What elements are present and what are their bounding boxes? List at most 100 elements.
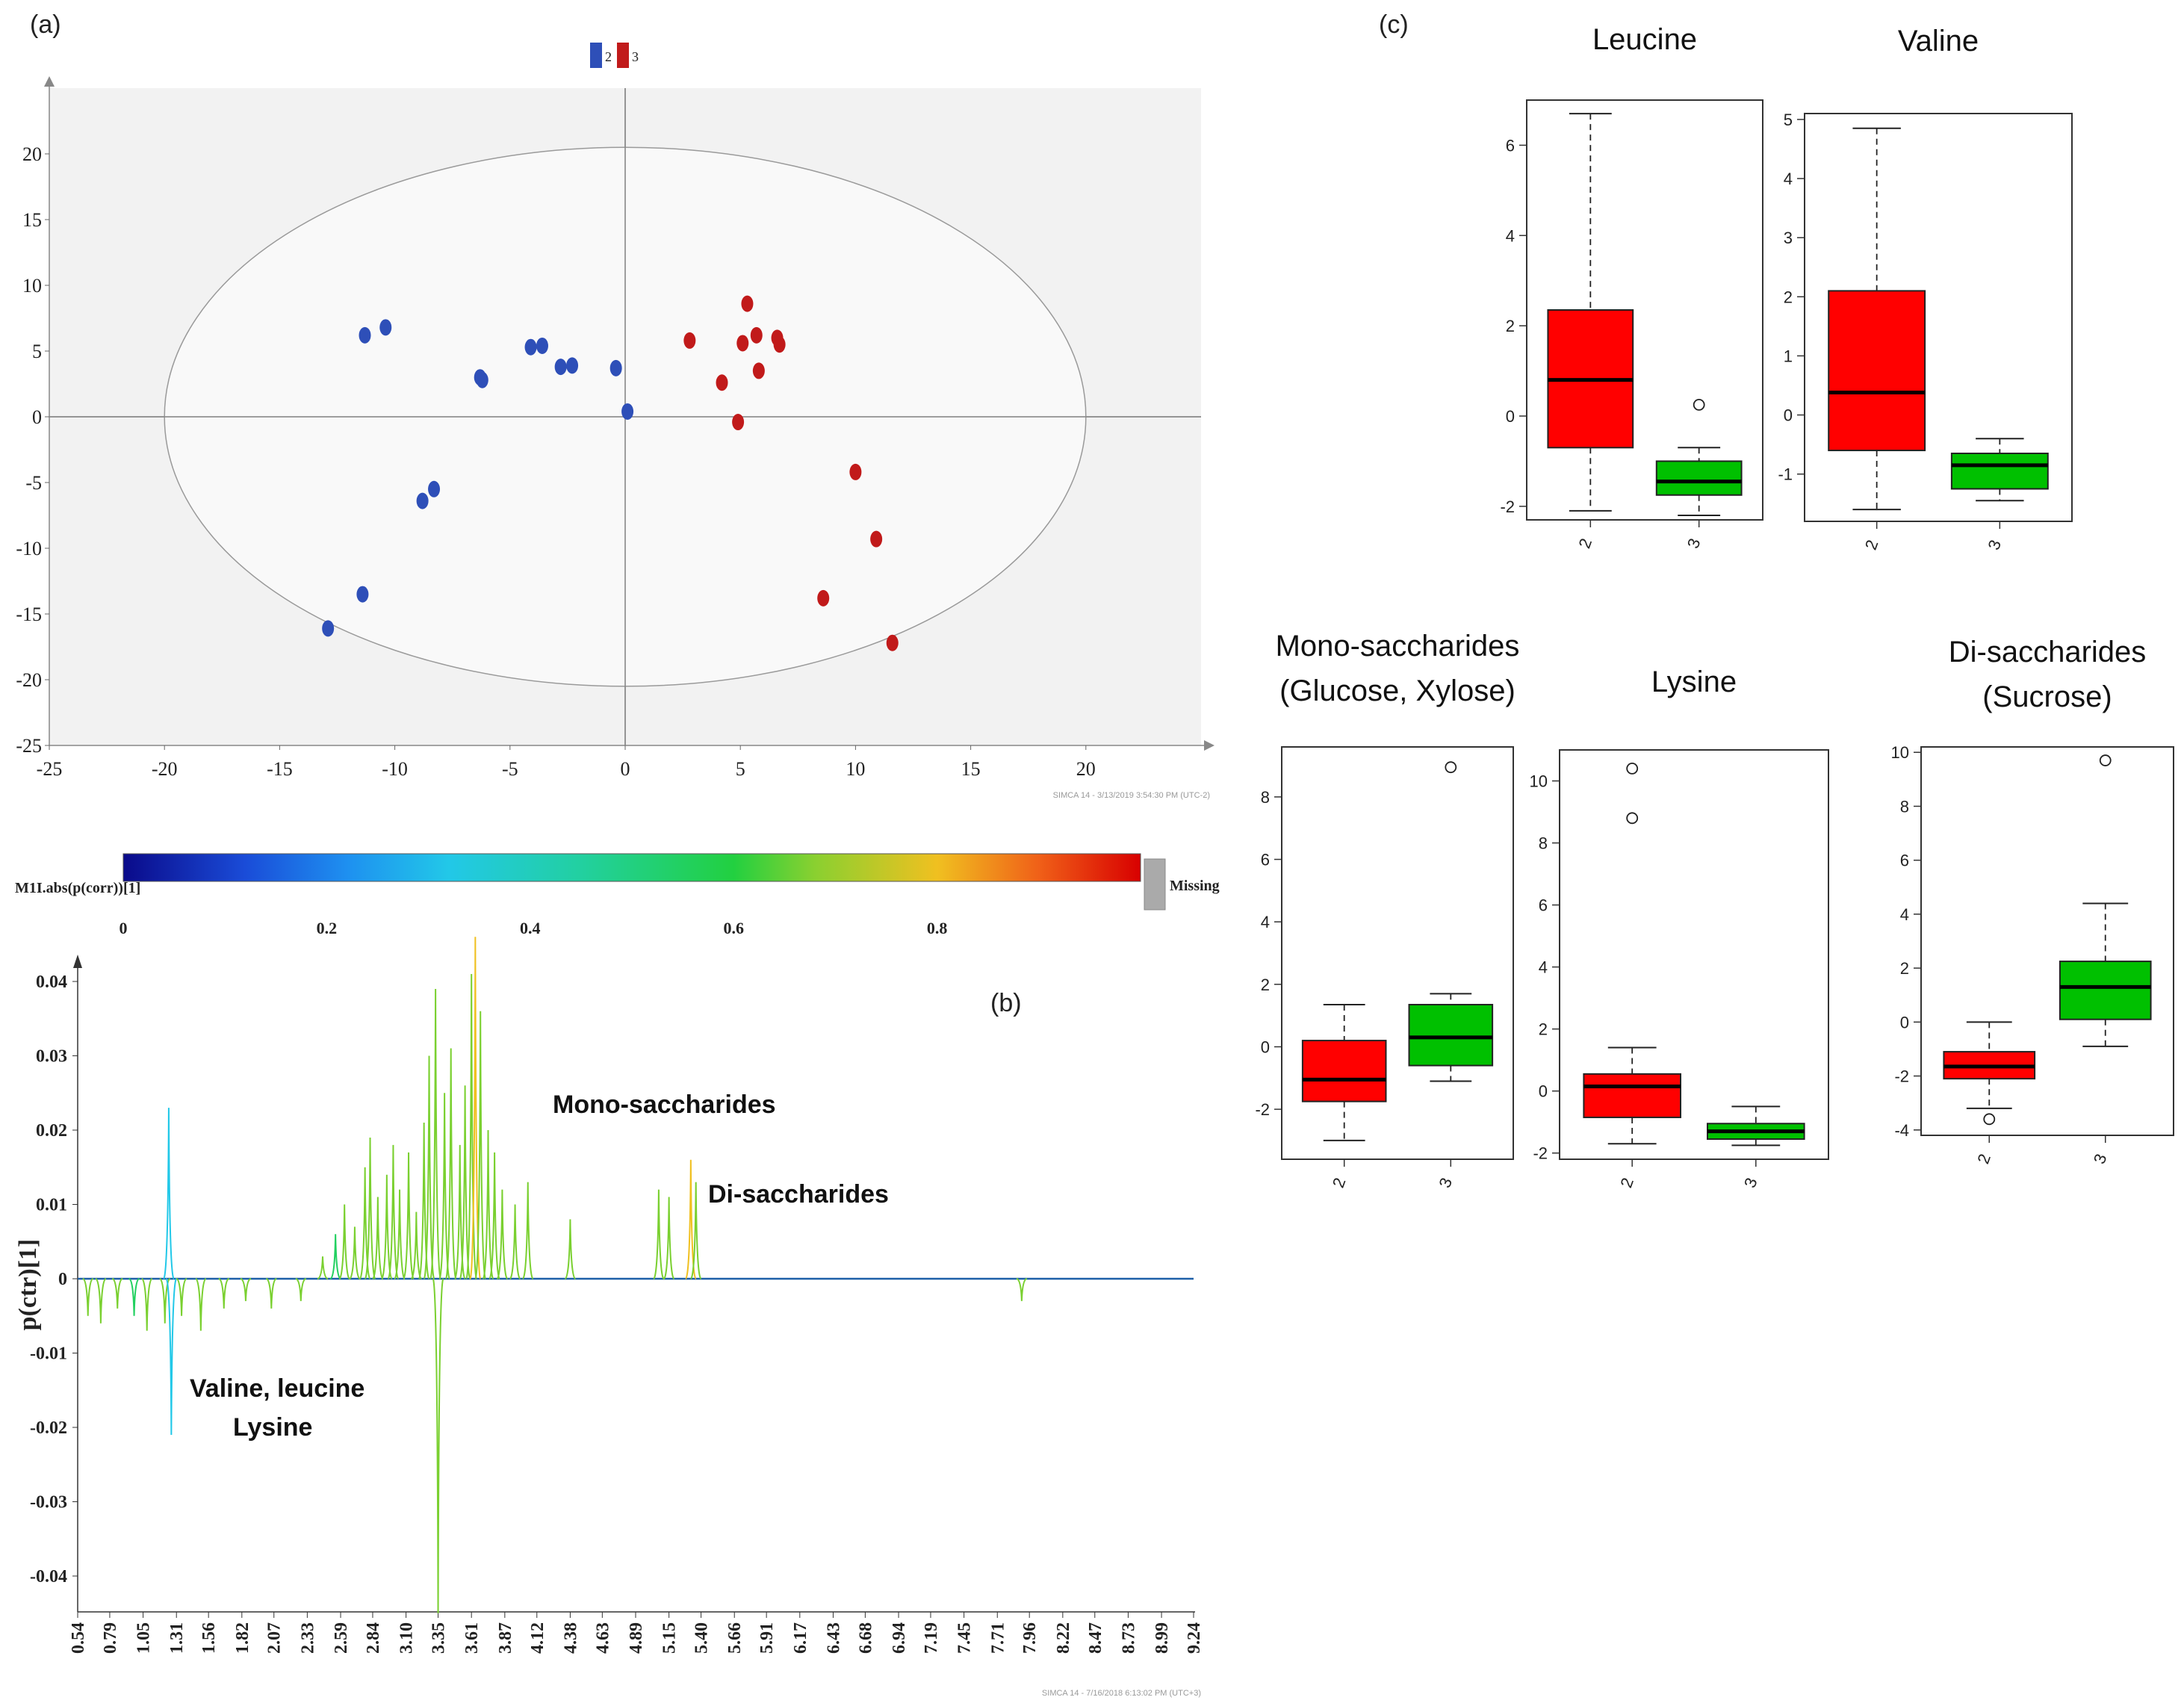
scores-y-arrow xyxy=(44,76,55,87)
loadings-peak xyxy=(176,1278,187,1316)
loadings-y-tick: 0 xyxy=(58,1270,67,1289)
scores-y-tick: -20 xyxy=(16,669,42,691)
loadings-peak xyxy=(496,1189,509,1280)
boxplot-y-tick: -2 xyxy=(1500,497,1515,516)
score-point-group-2 xyxy=(356,586,369,603)
colorbar-tick: 0 xyxy=(120,919,128,937)
loadings-x-tick: 2.84 xyxy=(364,1622,383,1654)
boxplot-frame xyxy=(1804,113,2073,522)
boxplot-y-tick: 0 xyxy=(1539,1082,1548,1101)
loadings-peak xyxy=(349,1226,361,1280)
colorbar-tick: 0.2 xyxy=(317,919,338,937)
boxplot-x-tick: 2 xyxy=(1329,1175,1350,1190)
scores-x-tick: 20 xyxy=(1076,758,1096,780)
loadings-x-tick: 3.87 xyxy=(496,1622,515,1654)
boxplot-title: (Glucose, Xylose) xyxy=(1279,674,1516,707)
loadings-peak xyxy=(564,1219,576,1280)
scores-x-tick: 5 xyxy=(736,758,745,780)
scores-y-tick: 20 xyxy=(22,143,42,165)
scores-x-tick: -25 xyxy=(37,758,63,780)
loadings-peak xyxy=(438,1093,451,1280)
loadings-peak xyxy=(394,1189,406,1280)
colorbar-missing-swatch xyxy=(1144,858,1166,911)
score-point-group-3 xyxy=(683,332,696,349)
loadings-peak xyxy=(82,1278,94,1316)
loadings-x-tick: 3.10 xyxy=(397,1622,417,1654)
score-point-group-2 xyxy=(524,338,537,356)
boxplot-1: Leucine -2 0 2 4 6 2 3 xyxy=(1500,23,1763,550)
boxplot-y-tick: 0 xyxy=(1900,1013,1909,1032)
boxplot-x-tick: 3 xyxy=(2090,1151,2111,1166)
loadings-peak xyxy=(689,1182,702,1280)
boxplot-y-tick: -1 xyxy=(1778,465,1793,484)
scores-x-arrow xyxy=(1204,740,1214,751)
colorbar-ticks: 0 0.2 0.4 0.6 0.8 xyxy=(120,919,948,937)
boxplot-title: Mono-saccharides xyxy=(1276,630,1520,663)
loadings-peak xyxy=(338,1204,351,1280)
loadings-x-tick: 8.73 xyxy=(1119,1622,1138,1654)
loadings-peak xyxy=(128,1278,140,1316)
boxplot-title: Valine xyxy=(1898,25,1979,58)
panel-b: (b) M1I.abs(p(corr))[1] Missing 0 0.2 0.4 0… xyxy=(14,853,1220,1698)
loadings-peak xyxy=(111,1278,123,1309)
loadings-x-tick: 5.15 xyxy=(660,1622,680,1654)
score-point-group-3 xyxy=(817,589,830,607)
score-point-group-2 xyxy=(359,326,371,344)
loadings-x-tick: 8.22 xyxy=(1054,1622,1073,1654)
boxplot-y-tick: 4 xyxy=(1261,913,1270,931)
loadings-x-tick: 6.17 xyxy=(791,1622,810,1654)
score-point-group-3 xyxy=(741,295,754,312)
loadings-peak xyxy=(364,1137,376,1280)
loadings-peak xyxy=(488,1152,501,1280)
score-point-group-3 xyxy=(716,374,728,391)
loadings-x-tick: 6.68 xyxy=(856,1622,875,1654)
outlier-point xyxy=(1626,812,1639,825)
loadings-x-tick: 4.89 xyxy=(627,1622,646,1654)
loadings-peak xyxy=(195,1278,207,1331)
scores-y-tick: 0 xyxy=(32,406,42,428)
loadings-peak xyxy=(329,1234,341,1280)
loadings-y-tick: 0.04 xyxy=(36,973,67,992)
loadings-x-tick: 7.45 xyxy=(955,1622,975,1654)
boxplot-y-tick: 6 xyxy=(1900,852,1909,870)
box-2 xyxy=(1828,290,1926,452)
colorbar xyxy=(122,853,1141,882)
loadings-x-tick: 2.59 xyxy=(332,1622,351,1654)
loadings-peak xyxy=(521,1182,534,1280)
loadings-x-tick: 9.24 xyxy=(1185,1622,1204,1654)
score-point-group-3 xyxy=(773,336,786,353)
loadings-peak xyxy=(652,1189,665,1280)
boxplot-y-tick: 0 xyxy=(1784,406,1793,425)
boxplot-y-tick: 4 xyxy=(1784,170,1793,188)
loadings-peak xyxy=(509,1204,521,1280)
loadings-peak xyxy=(141,1278,153,1331)
outlier-point xyxy=(1626,763,1639,775)
loadings-x-tick: 7.96 xyxy=(1020,1622,1040,1654)
box-3 xyxy=(1950,453,2049,490)
score-point-group-2 xyxy=(416,492,429,509)
boxplot-3: Mono-saccharides (Glucose, Xylose) -2 0 2 4 6 8… xyxy=(1255,630,1519,1190)
loadings-plot: 0.04 0.03 0.02 0.01 0 -0.01 -0.02 -0.03 -0.04 0.5… xyxy=(30,937,1204,1654)
scores-y-tick: -5 xyxy=(25,472,42,494)
boxplot-y-tick: 8 xyxy=(1900,797,1909,816)
boxplot-x-tick: 3 xyxy=(1740,1175,1761,1190)
scores-x-tick: 0 xyxy=(621,758,630,780)
loadings-peak xyxy=(218,1278,230,1309)
boxplot-y-tick: 4 xyxy=(1900,905,1909,924)
loadings-peak xyxy=(371,1197,384,1280)
loadings-x-tick: 3.35 xyxy=(429,1622,449,1654)
annotation-lysine: Lysine xyxy=(233,1413,312,1442)
score-point-group-3 xyxy=(732,414,745,431)
boxplot-y-tick: 8 xyxy=(1261,788,1270,807)
loadings-y-tick: -0.03 xyxy=(30,1493,67,1513)
boxplot-y-tick: 1 xyxy=(1784,347,1793,365)
legend-label-2: 2 xyxy=(605,49,612,64)
boxplot-y-tick: 3 xyxy=(1784,229,1793,247)
loadings-peak xyxy=(165,1278,178,1435)
loadings-peak xyxy=(474,1011,487,1280)
box-3 xyxy=(1408,1004,1494,1067)
boxplot-title: Di-saccharides xyxy=(1949,636,2147,669)
loadings-ylabel: p(ctr)[1] xyxy=(14,1239,42,1331)
loadings-peak xyxy=(317,1256,329,1280)
